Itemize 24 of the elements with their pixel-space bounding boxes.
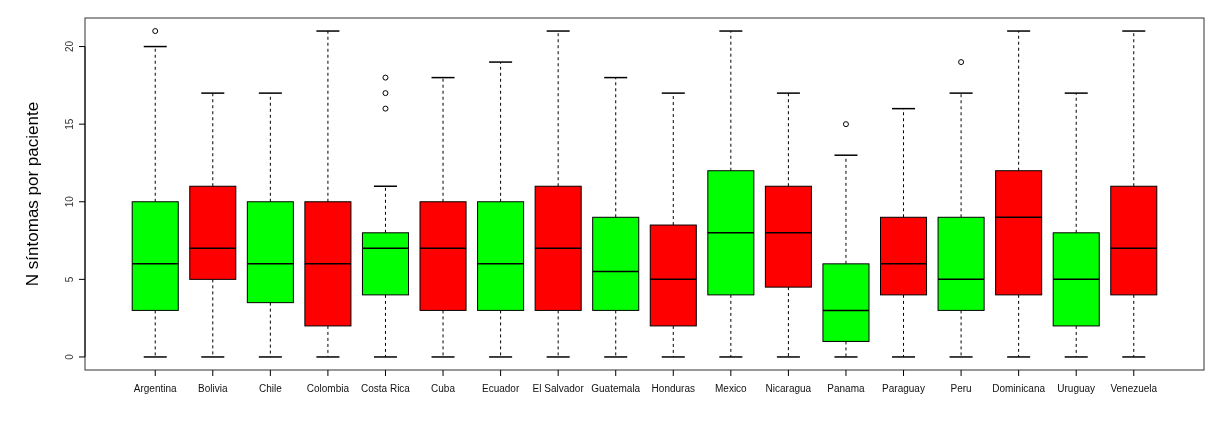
x-tick-label: Costa Rica [361,383,411,394]
x-tick-label: Panama [827,383,866,394]
x-tick-label: Cuba [431,383,456,394]
x-tick-label: Venezuela [1110,383,1158,394]
y-tick-label: 10 [64,195,75,208]
x-tick-label: Colombia [306,383,350,394]
x-tick-label: Ecuador [481,383,520,394]
x-tick-label: Uruguay [1057,383,1096,394]
x-tick-label: Guatemala [591,383,641,394]
y-tick-label: 15 [64,118,75,130]
x-tick-label: Nicaragua [765,383,812,394]
y-tick-label: 5 [64,276,75,283]
x-tick-label: Chile [258,383,283,394]
x-tick-label: Honduras [651,383,695,394]
y-tick-label: 20 [64,40,75,53]
x-tick-label: Mexico [715,383,748,394]
y-axis-title: N síntomas por paciente [23,101,42,287]
x-tick-label: El Salvador [532,383,585,394]
y-tick-label: 0 [64,353,75,360]
x-tick-label: Peru [950,383,972,394]
x-tick-label: Paraguay [882,383,925,394]
x-tick-label: Bolivia [198,383,228,394]
x-tick-label: Dominicana [992,383,1046,394]
x-tick-label: Argentina [133,383,178,394]
